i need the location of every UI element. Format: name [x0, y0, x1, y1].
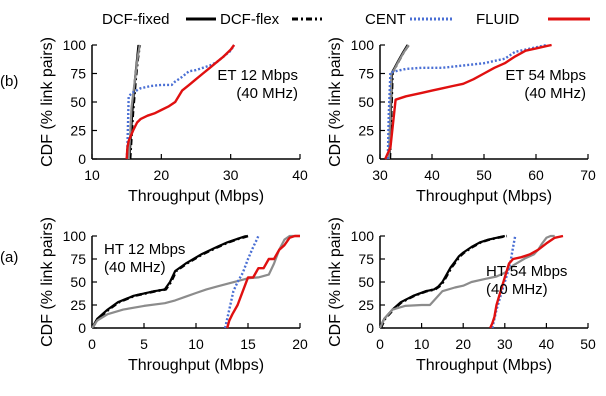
x-axis-title: Throughput (Mbps)	[128, 188, 264, 205]
annotation-line: ET 54 Mbps	[505, 67, 586, 84]
y-tick-label: 75	[358, 251, 374, 267]
y-axis-title: CDF (% link pairs)	[39, 217, 56, 347]
series-line-fluid	[384, 43, 552, 160]
x-tick-label: 30	[497, 336, 513, 352]
annotation-line: (40 MHz)	[236, 85, 298, 102]
y-tick-label: 0	[366, 151, 374, 167]
x-tick-label: 20	[154, 167, 170, 183]
legend-label-dcf-fixed: DCF-fixed	[102, 11, 170, 28]
annotation-line: HT 12 Mbps	[104, 241, 185, 258]
y-tick-label: 50	[358, 274, 374, 290]
series-line-fluid	[125, 44, 236, 160]
x-tick-label: 5	[140, 336, 148, 352]
legend-label-fluid: FLUID	[476, 11, 520, 28]
series-line-cent	[91, 234, 300, 329]
y-tick-label: 0	[78, 320, 86, 336]
y-tick-label: 50	[358, 94, 374, 110]
x-tick-label: 30	[223, 167, 239, 183]
x-axis-title: Throughput (Mbps)	[416, 188, 552, 205]
series-line-cent-blue	[223, 235, 260, 329]
series-line-fluid	[489, 234, 564, 329]
x-tick-label: 50	[580, 336, 596, 352]
annotation-line: (40 MHz)	[524, 85, 586, 102]
y-axis-title: CDF (% link pairs)	[327, 217, 344, 347]
y-tick-label: 75	[358, 66, 374, 82]
y-axis-title: CDF (% link pairs)	[327, 37, 344, 167]
series-line-cent-blue	[386, 43, 547, 160]
y-tick-label: 50	[70, 94, 86, 110]
y-tick-label: 100	[63, 228, 87, 244]
annotation-line: (40 MHz)	[104, 259, 166, 276]
x-tick-label: 0	[376, 336, 384, 352]
legend-label-dcf-flex: DCF-flex	[220, 11, 280, 28]
x-axis-title: Throughput (Mbps)	[128, 357, 264, 374]
series-line-dcf-flex	[90, 234, 249, 329]
y-tick-label: 25	[358, 123, 374, 139]
x-tick-label: 20	[292, 336, 308, 352]
x-tick-label: 40	[424, 167, 440, 183]
x-axis-title: Throughput (Mbps)	[416, 357, 552, 374]
x-tick-label: 15	[240, 336, 256, 352]
y-tick-label: 75	[70, 251, 86, 267]
row-label-bottom: (a)	[0, 249, 18, 266]
x-tick-label: 60	[528, 167, 544, 183]
x-tick-label: 10	[414, 336, 430, 352]
series-line-dcf-flex	[379, 234, 508, 329]
y-tick-label: 25	[70, 297, 86, 313]
y-tick-label: 100	[351, 37, 375, 53]
x-tick-label: 40	[292, 167, 308, 183]
annotation-line: (40 MHz)	[486, 281, 548, 298]
y-tick-label: 100	[63, 37, 87, 53]
series-line-fluid	[226, 234, 300, 329]
y-tick-label: 25	[358, 297, 374, 313]
row-label-top: (b)	[0, 73, 18, 90]
chart-panel-1: 0 25 50 75 100 10 20 30 40 Throughput (Mbps) CDF (…	[39, 37, 308, 205]
legend: DCF-fixed DCF-flex CENT FLUID	[102, 11, 590, 28]
chart-panel-4: 0 25 50 75 100 0 10 20 30 40 50 Throughput (Mbps) CD…	[327, 217, 596, 374]
x-tick-label: 50	[476, 167, 492, 183]
x-tick-label: 20	[455, 336, 471, 352]
y-tick-label: 0	[78, 151, 86, 167]
x-tick-label: 70	[580, 167, 596, 183]
annotation-line: ET 12 Mbps	[217, 67, 298, 84]
series-line-cent	[387, 44, 410, 160]
x-tick-label: 30	[372, 167, 388, 183]
y-tick-label: 50	[70, 274, 86, 290]
y-tick-label: 0	[366, 320, 374, 336]
y-tick-label: 25	[70, 123, 86, 139]
annotation-line: HT 54 Mbps	[486, 263, 567, 280]
series-line-cent	[378, 234, 555, 329]
x-tick-label: 10	[188, 336, 204, 352]
chart-panel-2: 0 25 50 75 100 30 40 50 60 70 Throughput (Mbps) CDF…	[327, 37, 596, 205]
chart-panel-3: 0 25 50 75 100 0 5 10 15 20 Throughput (Mbps) CDF (…	[39, 217, 308, 374]
y-tick-label: 75	[70, 66, 86, 82]
x-tick-label: 10	[84, 167, 100, 183]
y-tick-label: 100	[351, 228, 375, 244]
y-axis-title: CDF (% link pairs)	[39, 37, 56, 167]
x-tick-label: 0	[88, 336, 96, 352]
legend-label-cent: CENT	[365, 11, 406, 28]
x-tick-label: 40	[539, 336, 555, 352]
